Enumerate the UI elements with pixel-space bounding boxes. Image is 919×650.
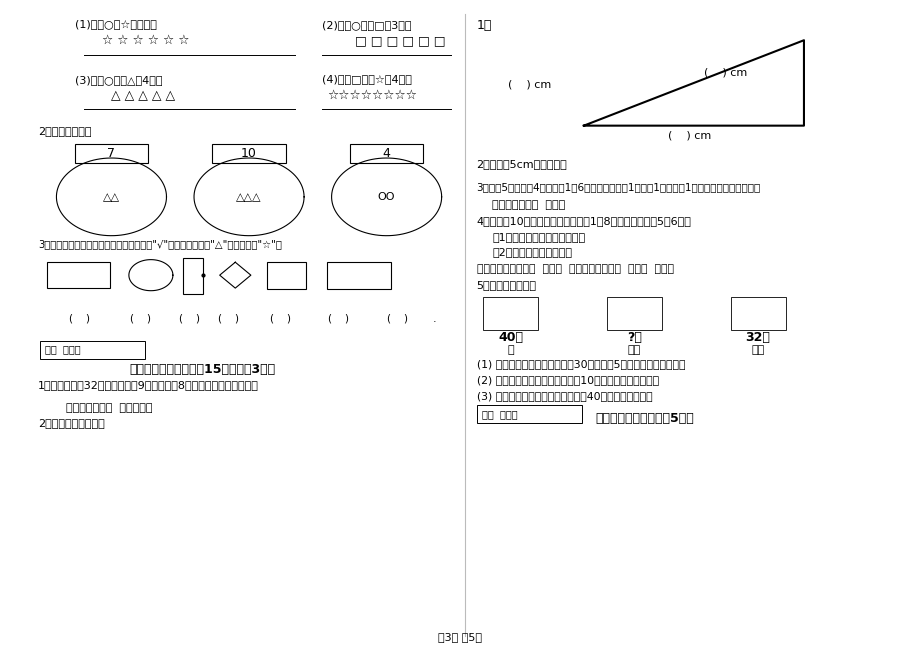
- Text: 第3页 共5页: 第3页 共5页: [437, 632, 482, 642]
- Text: 2、画一条5cm长的线段。: 2、画一条5cm长的线段。: [476, 159, 567, 170]
- Bar: [607, 296, 661, 330]
- Text: 答：还应找回（  ）角。: 答：还应找回（ ）角。: [492, 200, 565, 210]
- Text: ☆☆☆☆☆☆☆☆: ☆☆☆☆☆☆☆☆: [326, 89, 416, 102]
- Text: 40元: 40元: [497, 332, 522, 344]
- Text: (    ): ( ): [218, 313, 239, 324]
- Text: (    ): ( ): [269, 313, 290, 324]
- Text: 10: 10: [241, 147, 256, 160]
- Text: 水壶: 水壶: [627, 344, 641, 355]
- Bar: [40, 341, 145, 359]
- Text: 2、看数继续画。: 2、看数继续画。: [38, 126, 92, 136]
- Text: 5、解决实际问题。: 5、解决实际问题。: [476, 280, 536, 290]
- Text: 2、量一量，画一画。: 2、量一量，画一画。: [38, 419, 105, 428]
- Text: △△: △△: [103, 192, 119, 202]
- Text: ☆ ☆ ☆ ☆ ☆ ☆: ☆ ☆ ☆ ☆ ☆ ☆: [102, 34, 189, 47]
- Text: ?元: ?元: [626, 332, 641, 344]
- Text: △△△: △△△: [236, 192, 262, 202]
- Bar: [730, 296, 785, 330]
- Text: □ □ □ □ □ □: □ □ □ □ □ □: [354, 34, 445, 47]
- Text: 得分  评卷人: 得分 评卷人: [45, 344, 81, 355]
- Text: 4: 4: [382, 147, 391, 160]
- Text: 答：小丽一共用去（  ）元（  ）角，小丽还剩（  ）元（  ）角。: 答：小丽一共用去（ ）元（ ）角，小丽还剩（ ）元（ ）角。: [476, 265, 673, 274]
- Text: 4、小丽有10元錢，买一支雪糕用了1兰8角，买文具用去5兰6角。: 4、小丽有10元錢，买一支雪糕用了1兰8角，买文具用去5兰6角。: [476, 216, 691, 226]
- Text: 八、解决问题（本题共15分，每题3分）: 八、解决问题（本题共15分，每题3分）: [130, 363, 276, 376]
- Text: 7: 7: [108, 147, 115, 160]
- Text: △ △ △ △ △: △ △ △ △ △: [111, 89, 176, 102]
- Text: (4)、画□，比☆兵4个：: (4)、画□，比☆兵4个：: [322, 75, 412, 85]
- Bar: [212, 144, 286, 163]
- Text: 32元: 32元: [744, 332, 770, 344]
- Bar: [267, 262, 306, 289]
- Text: (    ): ( ): [69, 313, 90, 324]
- Bar: [74, 144, 148, 163]
- Text: (    ) cm: ( ) cm: [508, 79, 551, 89]
- Bar: [47, 262, 109, 288]
- Text: (    ) cm: ( ) cm: [704, 68, 747, 77]
- Bar: [482, 296, 538, 330]
- Text: .: .: [432, 313, 436, 324]
- Text: 答：现在还有（  ）只猴子。: 答：现在还有（ ）只猴子。: [65, 403, 152, 413]
- Bar: [476, 405, 582, 423]
- Text: (    ) cm: ( ) cm: [667, 131, 710, 140]
- Text: 1、: 1、: [476, 19, 492, 32]
- Text: 包: 包: [506, 344, 513, 355]
- Text: (    ): ( ): [178, 313, 199, 324]
- Text: 得分  评卷人: 得分 评卷人: [482, 410, 517, 419]
- Text: (    ): ( ): [328, 313, 349, 324]
- Text: 3、请在下面图形中找一找，是长方形的打"√"，是正方形的画"△"，是圆的画"☆"。: 3、请在下面图形中找一找，是长方形的打"√"，是正方形的画"△"，是圆的画"☆"…: [38, 239, 281, 249]
- Bar: [349, 144, 423, 163]
- Text: OO: OO: [378, 192, 395, 202]
- Bar: [183, 258, 203, 294]
- Bar: [326, 262, 391, 289]
- Text: 九、个性空间（本题共5分）: 九、个性空间（本题共5分）: [596, 412, 694, 425]
- Text: (2)、画○，比□兵3个：: (2)、画○，比□兵3个：: [322, 20, 412, 31]
- Text: (    ): ( ): [130, 313, 151, 324]
- Text: 1、树上原来有32只猴子，跑灡9只，又来了8只，现在还有几只猴子？: 1、树上原来有32只猴子，跑灡9只，又来了8只，现在还有几只猴子？: [38, 380, 258, 390]
- Text: (1) 婐婐买一个水壶，给营业刱30元，找回5元，一个水壶多少元？: (1) 婐婐买一个水壶，给营业刱30元，找回5元，一个水壶多少元？: [476, 359, 685, 369]
- Text: 3、铅煈5角，橡皮4角，钓煈1兰6角，爸爸给了批1元，貱1块橡皮和1支铅笔还应找回多少錢？: 3、铅煈5角，橡皮4角，钓煈1兰6角，爸爸给了批1元，貱1块橡皮和1支铅笔还应找…: [476, 182, 760, 192]
- Text: （2）、小丽还剩多少錢？: （2）、小丽还剩多少錢？: [492, 248, 572, 257]
- Text: （1）、小丽一共用去多少錢？: （1）、小丽一共用去多少錢？: [492, 232, 584, 242]
- Text: (1)、画○和☆同样多：: (1)、画○和☆同样多：: [74, 20, 156, 31]
- Text: (3) 小明买一个玩具汽车，给营业刱40元，应找回几元？: (3) 小明买一个玩具汽车，给营业刱40元，应找回几元？: [476, 391, 652, 401]
- Text: 汽车: 汽车: [751, 344, 764, 355]
- Text: (    ): ( ): [387, 313, 408, 324]
- Text: (3)、画○，比△多4个：: (3)、画○，比△多4个：: [74, 75, 162, 85]
- Text: (2) 婐婐买了一个包，营业员找回10元，婐婐付了多少元？: (2) 婐婐买了一个包，营业员找回10元，婐婐付了多少元？: [476, 375, 658, 385]
